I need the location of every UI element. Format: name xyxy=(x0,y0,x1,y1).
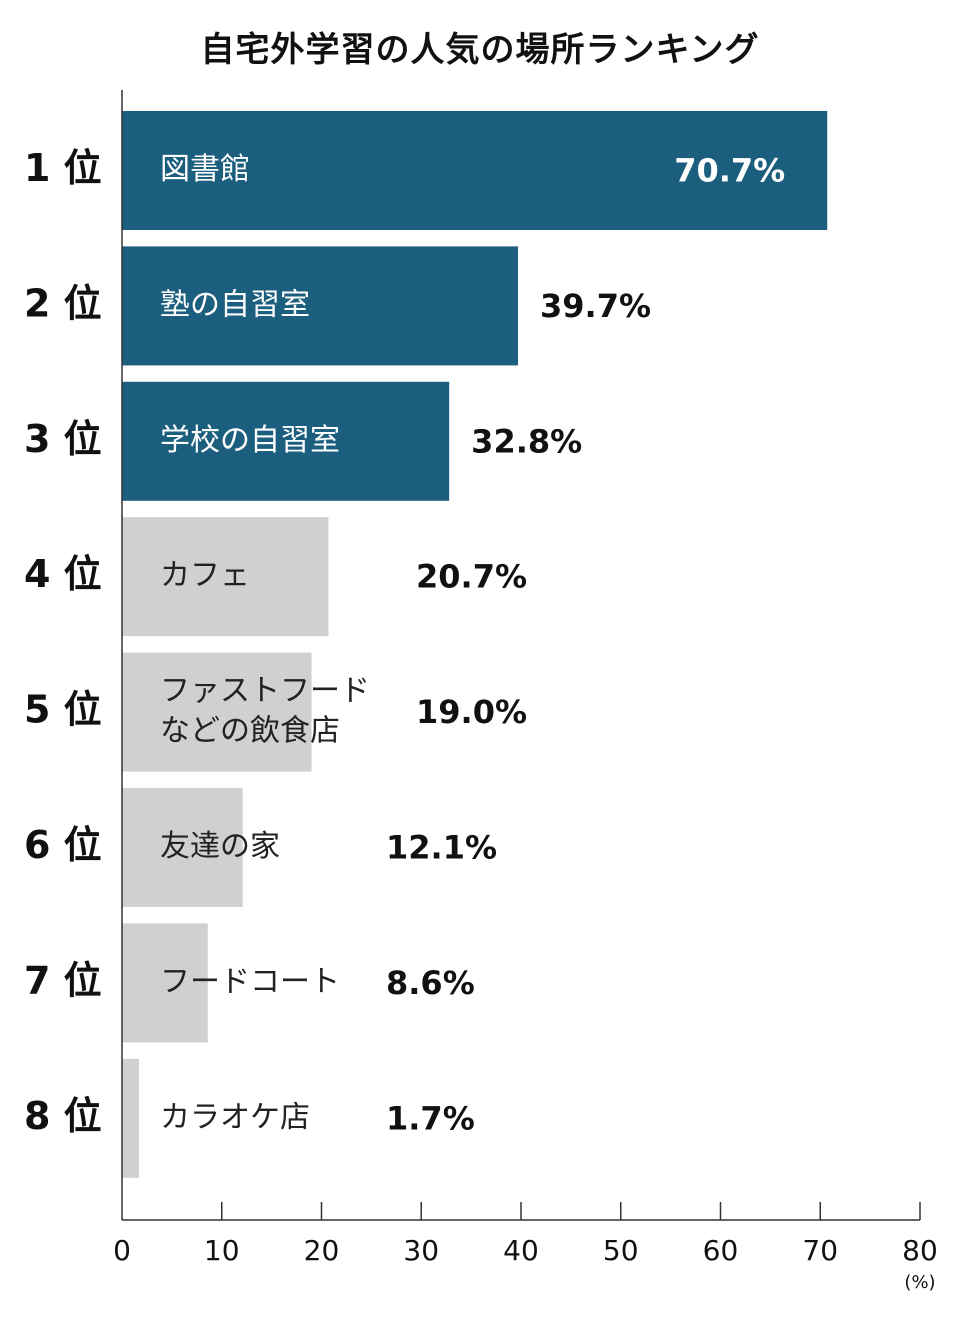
x-tick-label-50: 50 xyxy=(603,1234,639,1267)
rank-label-3: 3 位 xyxy=(24,417,102,461)
rank-label-5: 5 位 xyxy=(24,688,102,732)
bars-layer xyxy=(122,111,828,1178)
rank-label-8: 8 位 xyxy=(24,1094,102,1138)
bar-rank-8 xyxy=(122,1058,139,1178)
x-tick-label-60: 60 xyxy=(703,1234,739,1267)
rank-label-7: 7 位 xyxy=(24,958,102,1002)
bar-rank-3 xyxy=(122,381,450,501)
chart-title: 自宅外学習の人気の場所ランキング xyxy=(200,30,760,70)
labels-layer: 1 位 図書館 70.7% 2 位 塾の自習室 39.7% 3 位 学校の自習室 32.8% 4 … xyxy=(24,146,785,1138)
x-tick-label-40: 40 xyxy=(503,1234,539,1267)
rank-label-4: 4 位 xyxy=(24,552,102,596)
bar-rank-1 xyxy=(122,111,828,230)
value-label-4: 20.7% xyxy=(416,558,527,596)
bar-rank-2 xyxy=(122,246,519,366)
bar-rank-5 xyxy=(122,652,312,772)
bar-rank-7 xyxy=(122,923,208,1043)
x-tick-label-10: 10 xyxy=(204,1234,240,1267)
category-label-3: 学校の自習室 xyxy=(160,423,340,458)
x-axis: 0 10 20 30 40 50 60 70 80 (%) xyxy=(113,90,938,1293)
category-label-1: 図書館 xyxy=(160,152,250,187)
rank-label-1: 1 位 xyxy=(24,146,102,190)
bar-rank-6 xyxy=(122,788,243,907)
value-label-6: 12.1% xyxy=(386,829,497,867)
x-tick-label-70: 70 xyxy=(802,1234,838,1267)
category-label-4: カフェ xyxy=(160,558,250,593)
value-label-2: 39.7% xyxy=(540,287,651,325)
x-tick-label-20: 20 xyxy=(304,1234,340,1267)
value-label-7: 8.6% xyxy=(386,964,475,1002)
value-label-1: 70.7% xyxy=(674,152,785,190)
x-tick-label-30: 30 xyxy=(403,1234,439,1267)
x-tick-label-0: 0 xyxy=(113,1234,131,1267)
category-label-6: 友達の家 xyxy=(160,829,280,864)
category-label-5-line-2: などの飲食店 xyxy=(160,714,340,749)
x-unit-label: (%) xyxy=(904,1272,935,1293)
category-label-5-line-1: ファストフード xyxy=(160,674,370,709)
value-label-8: 1.7% xyxy=(386,1099,475,1137)
value-label-3: 32.8% xyxy=(471,422,582,460)
category-label-2: 塾の自習室 xyxy=(160,287,310,322)
value-label-5: 19.0% xyxy=(416,693,527,731)
bar-rank-4 xyxy=(122,517,329,637)
rank-label-2: 2 位 xyxy=(24,281,102,325)
x-tick-label-80: 80 xyxy=(902,1234,938,1267)
category-label-8: カラオケ店 xyxy=(160,1100,310,1135)
rank-label-6: 6 位 xyxy=(24,823,102,867)
category-label-7: フードコート xyxy=(160,964,340,999)
